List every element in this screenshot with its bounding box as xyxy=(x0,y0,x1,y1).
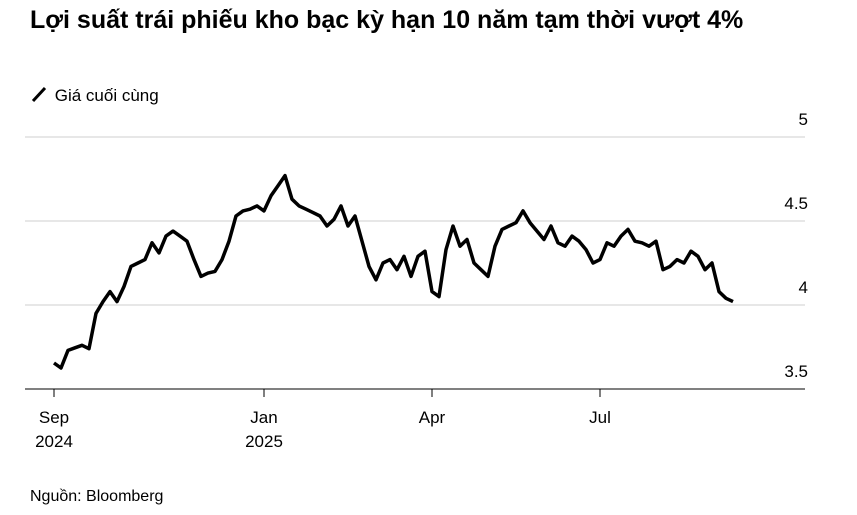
legend-label: Giá cuối cùng xyxy=(54,86,159,105)
x-tick-label: Apr xyxy=(418,408,446,427)
source: Nguồn: Bloomberg xyxy=(30,488,164,505)
legend: Giá cuối cùng xyxy=(30,84,159,106)
y-tick-label: 5 xyxy=(799,110,808,129)
y-tick-label: 4 xyxy=(799,278,808,297)
x-tick-label: Jan 2025 xyxy=(245,408,283,451)
line xyxy=(52,173,734,370)
legend-swatch xyxy=(31,86,47,103)
y-tick-label: 3.5 xyxy=(784,362,808,381)
x-tick-label: Jul xyxy=(589,408,611,427)
chart-title: Lợi suất trái phiếu kho bạc kỳ hạn 10 nă… xyxy=(30,6,744,34)
y-tick-label: 4.5 xyxy=(784,194,808,213)
x-tick-label: Sep 2024 xyxy=(35,408,73,451)
